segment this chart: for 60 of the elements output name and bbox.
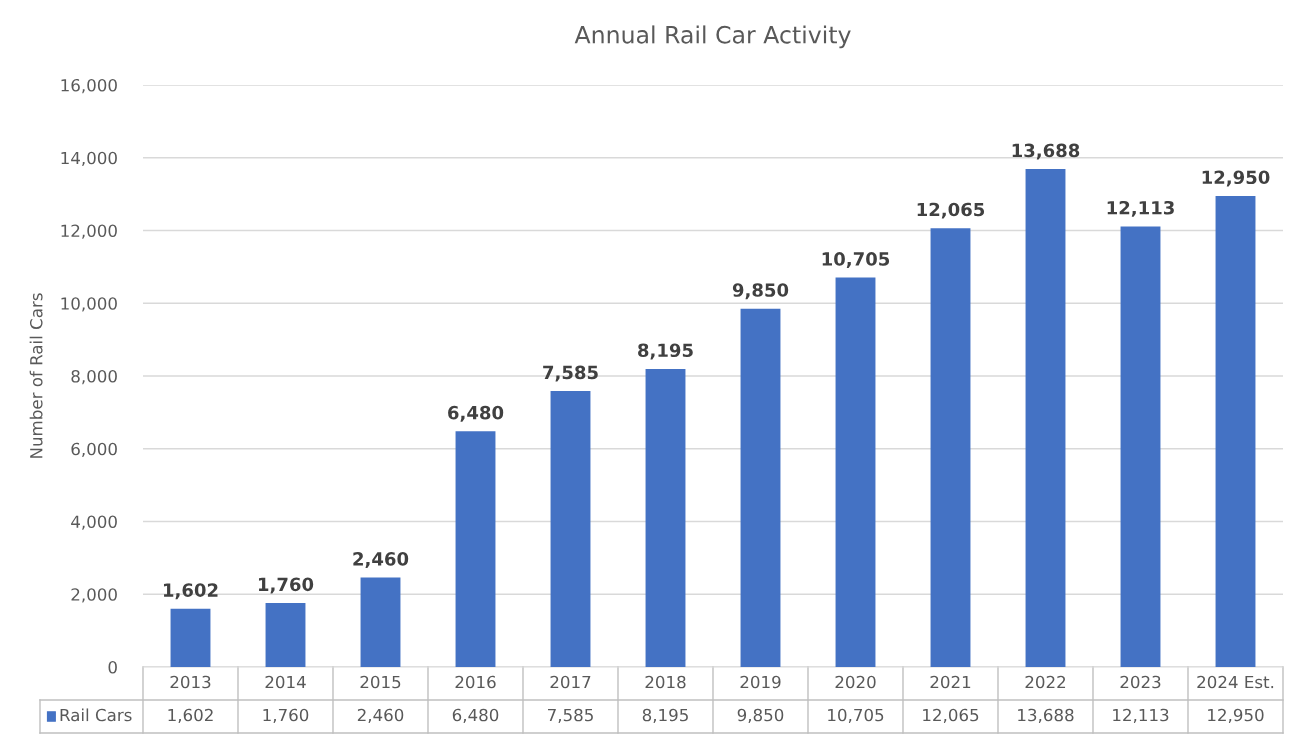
y-tick-label: 14,000	[61, 151, 117, 167]
x-tick-label: 2018	[645, 675, 686, 689]
text: 13,688	[1012, 143, 1080, 160]
bar	[740, 308, 781, 667]
text: 1,760	[258, 577, 314, 594]
x-tick-label: 2016	[455, 675, 496, 689]
chart-title: Annual Rail Car Activity	[574, 25, 851, 49]
text: 9,850	[732, 283, 789, 300]
y-axis-title: Number of Rail Cars	[29, 293, 43, 458]
bar	[265, 602, 306, 667]
y-tick-label: 16,000	[61, 78, 117, 94]
data-label: 13,688	[1018, 708, 1074, 724]
y-tick-label: 4,000	[71, 515, 117, 530]
data-label: 12,950	[1208, 708, 1264, 724]
bar	[455, 431, 496, 667]
data-label: 2,460	[357, 708, 404, 724]
data-label: 8,195	[642, 708, 688, 724]
bar	[550, 391, 591, 667]
y-tick-label: 0	[108, 660, 117, 674]
text: 2,460	[353, 552, 409, 568]
x-tick-label: 2023	[1120, 675, 1161, 689]
data-label: 12,113	[1113, 708, 1169, 724]
y-tick-label: 2,000	[71, 588, 117, 603]
data-label: 1,760	[263, 708, 309, 724]
bar	[645, 368, 686, 667]
y-tick-label: 10,000	[61, 297, 117, 312]
y-tick-label: 6,000	[71, 442, 117, 458]
y-tick-label: 8,000	[71, 369, 117, 385]
x-tick-label: 2020	[835, 675, 876, 689]
x-tick-label: 2022	[1025, 675, 1066, 689]
data-label: 6,480	[452, 708, 499, 724]
text: 12,113	[1107, 200, 1174, 217]
x-tick-label: 2014	[265, 675, 306, 689]
y-tick-label: 12,000	[61, 224, 117, 239]
data-label: 9,850	[737, 708, 784, 724]
data-label: 1,602	[168, 708, 213, 724]
text: 10,705	[822, 252, 890, 269]
data-label: 12,065	[923, 708, 979, 724]
text: 6,480	[448, 405, 504, 422]
x-tick-label: 2013	[170, 675, 211, 689]
bar	[170, 608, 211, 667]
bar	[360, 577, 401, 667]
data-label: 7,585	[548, 708, 593, 724]
bar	[1120, 226, 1161, 667]
bar	[1025, 169, 1066, 667]
text: 12,950	[1202, 170, 1270, 187]
text: 7,585	[543, 365, 598, 382]
bar	[835, 277, 876, 667]
bar	[1215, 195, 1256, 667]
text: 8,195	[638, 343, 693, 360]
x-tick-label: 2019	[740, 675, 781, 689]
x-tick-label: 2021	[930, 675, 971, 689]
data-label: 10,705	[828, 708, 884, 724]
bar	[930, 228, 971, 667]
text: 12,065	[917, 202, 985, 219]
legend-label: Rail Cars	[60, 708, 132, 722]
x-tick-label: 2015	[360, 675, 401, 689]
text: 1,602	[163, 583, 218, 600]
x-tick-label: 2024 Est.	[1197, 675, 1274, 689]
x-tick-label: 2017	[550, 675, 591, 689]
